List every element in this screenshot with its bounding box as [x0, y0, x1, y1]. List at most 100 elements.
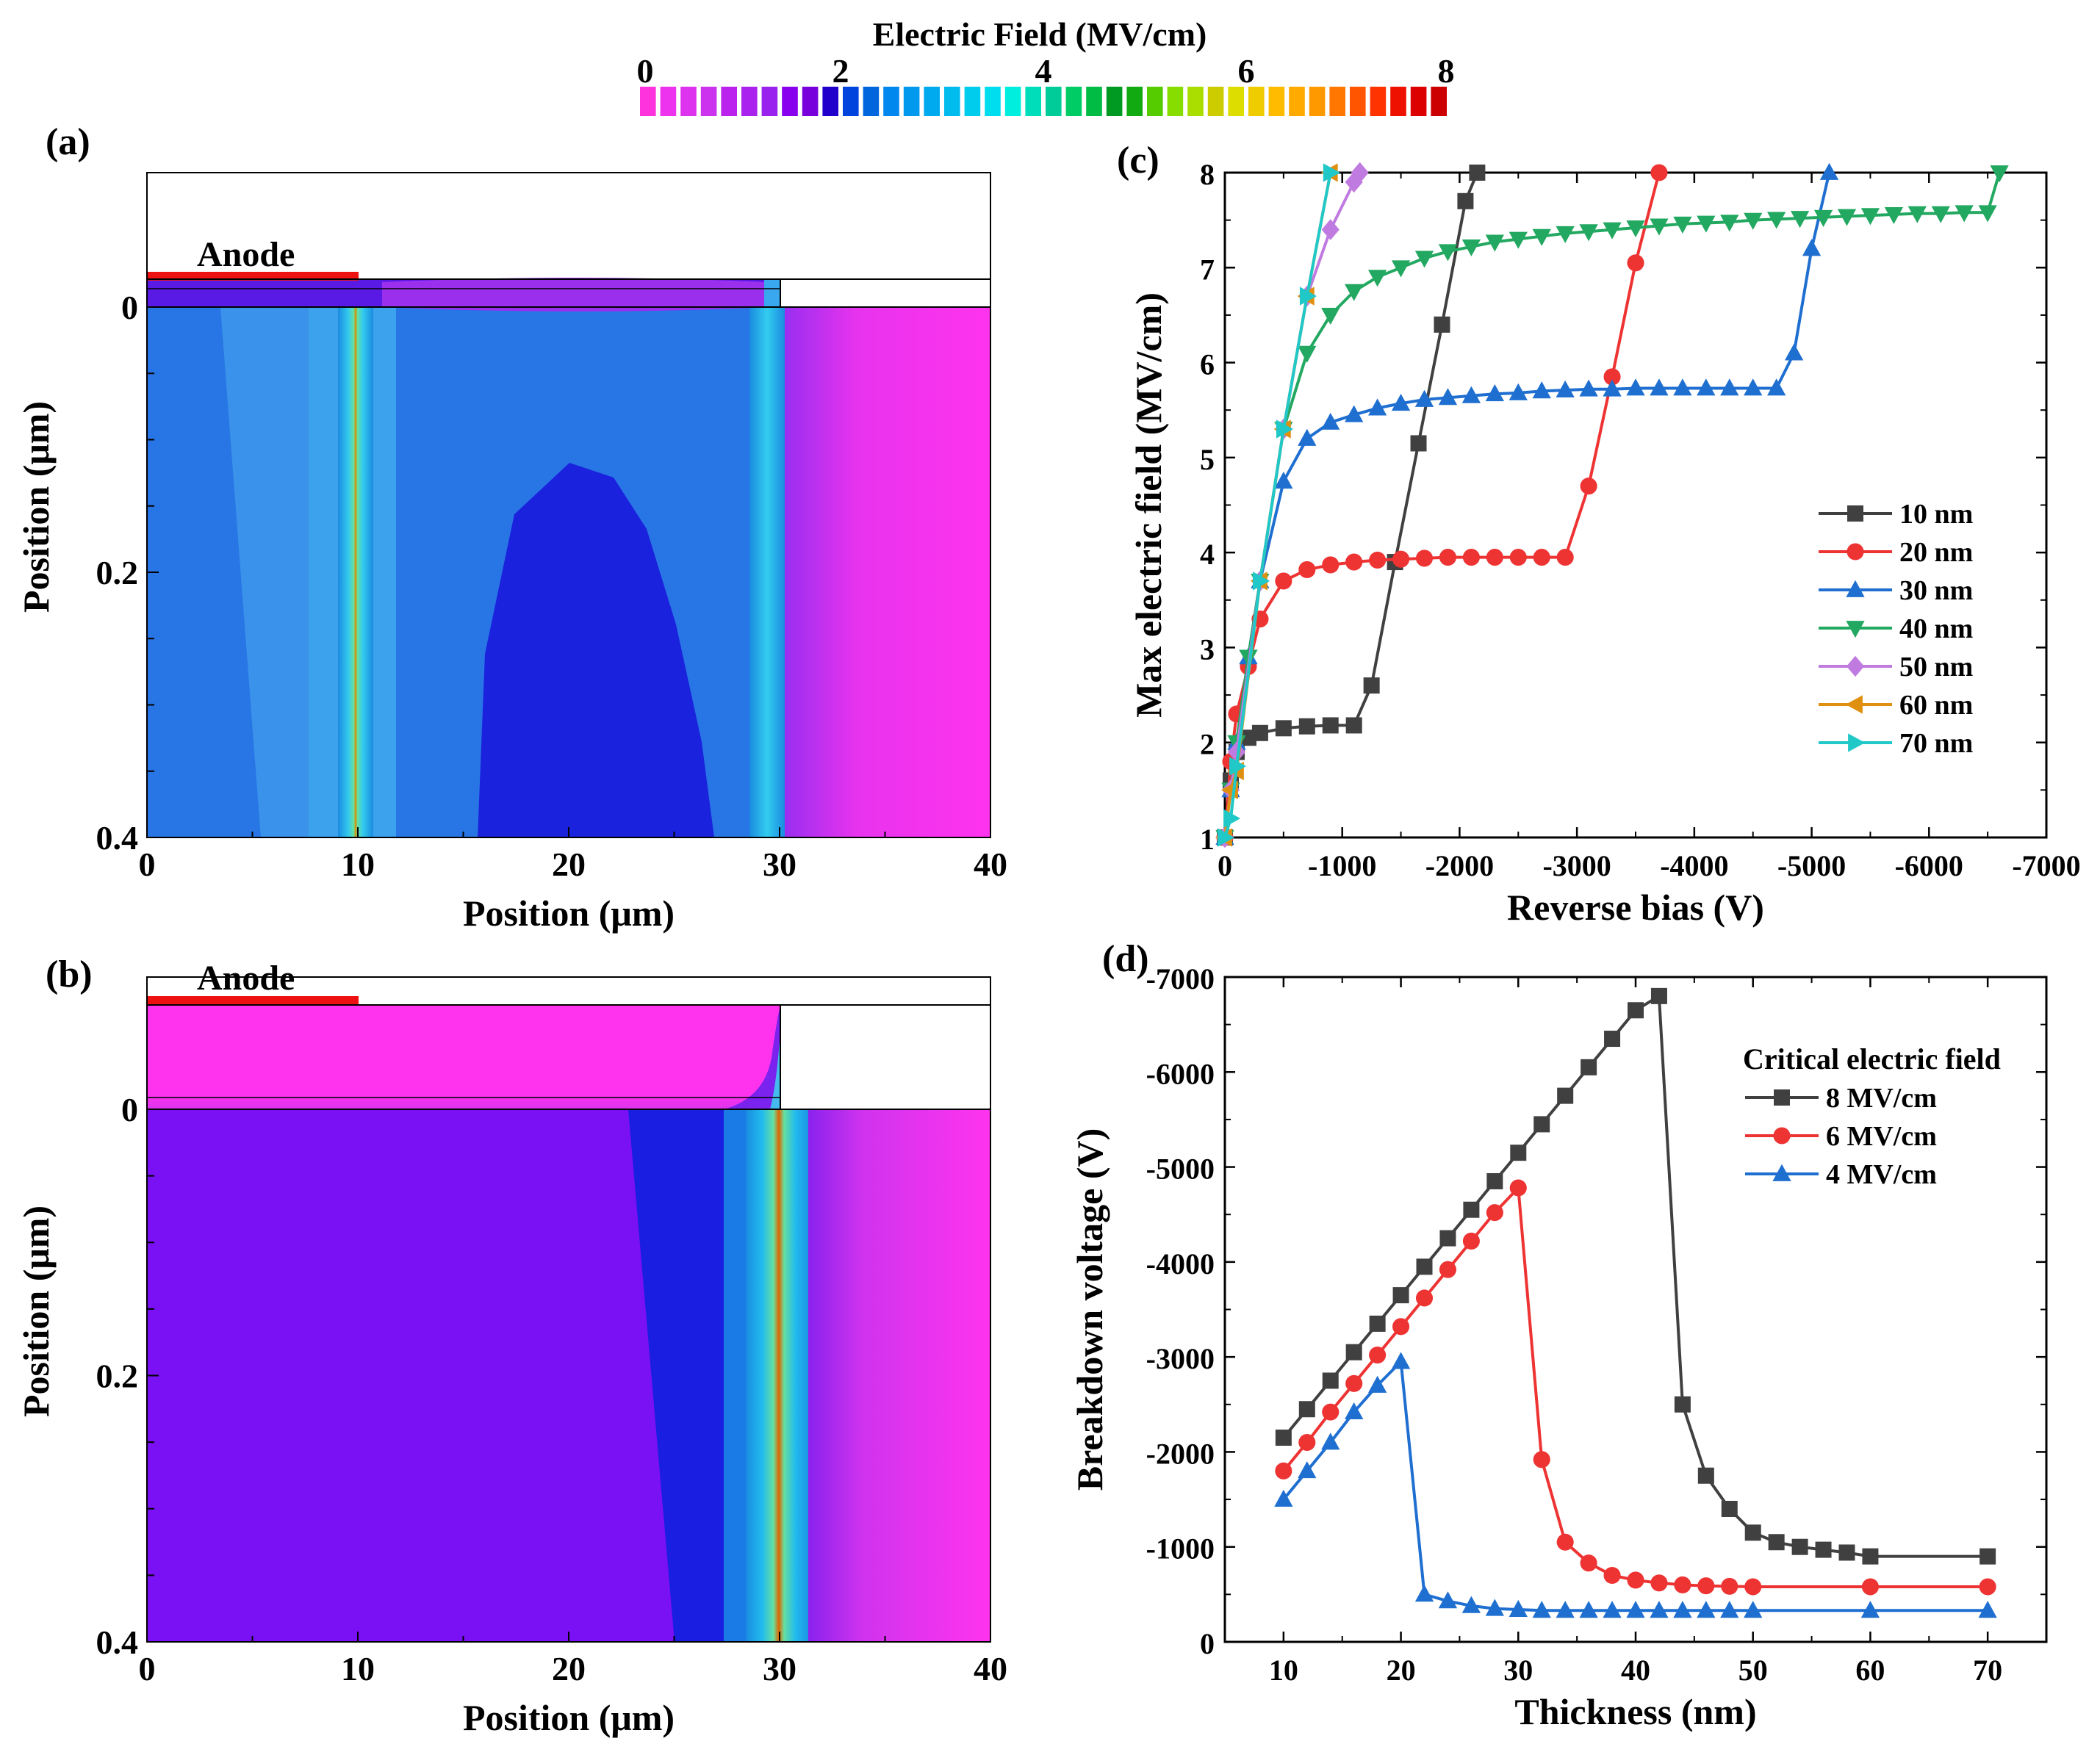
- data-point: [1721, 1501, 1738, 1517]
- data-point: [1533, 549, 1550, 566]
- data-point: [1862, 1548, 1879, 1565]
- data-point: [1392, 550, 1410, 568]
- y-tick-label: 0.4: [96, 1624, 139, 1661]
- data-point: [1367, 1375, 1387, 1393]
- y-tick-label: 0.2: [96, 554, 139, 591]
- legend-label: 70 nm: [1899, 728, 1973, 759]
- legend-item: 70 nm: [1819, 728, 1973, 759]
- data-point: [1978, 205, 1997, 223]
- data-point: [1838, 1544, 1855, 1561]
- data-point: [1351, 162, 1369, 184]
- y-tick-label: 6: [1200, 348, 1215, 381]
- data-point: [1486, 1172, 1503, 1189]
- data-point: [1509, 1599, 1528, 1617]
- data-point: [1791, 1538, 1808, 1555]
- legend-marker: [1847, 505, 1863, 522]
- legend-item: 40 nm: [1819, 613, 1973, 644]
- data-point: [1369, 1347, 1387, 1364]
- data-point: [1907, 206, 1927, 223]
- data-point: [1438, 388, 1458, 406]
- panel-a-xlabel: Position (μm): [463, 893, 675, 934]
- data-point: [1274, 471, 1293, 489]
- legend-item: 60 nm: [1819, 690, 1973, 721]
- colorbar-swatch: [1126, 87, 1143, 116]
- data-point: [1556, 1601, 1575, 1618]
- data-point: [1298, 428, 1317, 446]
- data-point: [1819, 162, 1839, 180]
- data-point: [1321, 412, 1340, 430]
- data-point: [1434, 316, 1450, 333]
- data-point: [1275, 720, 1292, 737]
- data-point: [1603, 1601, 1622, 1618]
- x-tick-label: 10: [341, 846, 375, 883]
- panel-a: (a) Anode 0 10 20 30 40 0 0.2 0.4 Position (μm): [15, 121, 1007, 934]
- legend-item: 8 MV/cm: [1745, 1083, 1937, 1114]
- panel-b-ylabel: Position (μm): [15, 1206, 57, 1417]
- data-point: [1462, 1232, 1480, 1250]
- data-point: [1627, 1571, 1644, 1589]
- data-point: [1784, 343, 1804, 361]
- legend-label: 20 nm: [1899, 537, 1973, 568]
- legend-marker: [1772, 1164, 1791, 1181]
- data-point: [1650, 164, 1668, 181]
- data-point: [1533, 1116, 1550, 1133]
- data-point: [1414, 251, 1434, 268]
- data-point: [1603, 222, 1622, 239]
- data-point: [1345, 1374, 1363, 1392]
- plot-frame: [1223, 976, 2048, 1643]
- data-point: [1462, 549, 1480, 566]
- data-point: [1323, 163, 1340, 182]
- y-tick-label: -4000: [1146, 1247, 1215, 1280]
- data-point: [1744, 1578, 1762, 1596]
- series-8-mv-cm: [1275, 987, 1996, 1565]
- x-tick-label: 10: [341, 1650, 375, 1687]
- y-tick-label: 1: [1200, 823, 1215, 856]
- data-point: [1813, 209, 1833, 227]
- panel-d: (d) 10 20 30 40 50 60 70 0 -1000 -2000 -3000 -4000 -…: [1069, 938, 2048, 1732]
- data-point: [1604, 1031, 1621, 1048]
- colorbar-tick-label: 2: [833, 52, 849, 90]
- data-point: [1861, 1578, 1879, 1596]
- data-point: [1223, 809, 1241, 828]
- x-tick-label: 0: [139, 846, 156, 883]
- colorbar-swatch: [782, 87, 798, 116]
- data-point: [1439, 1230, 1456, 1247]
- data-point: [1439, 1261, 1457, 1278]
- legend-marker: [1846, 655, 1865, 677]
- panel-d-chart: 10 20 30 40 50 60 70 0 -1000 -2000 -3000 -4000 -5000…: [1069, 962, 2048, 1732]
- colorbar-swatch: [1309, 87, 1326, 116]
- data-point: [1557, 1087, 1574, 1104]
- y-axis-label: Breakdown voltage (V): [1069, 1128, 1110, 1491]
- data-point: [1697, 378, 1716, 396]
- colorbar-swatch: [1289, 87, 1305, 116]
- data-point: [1410, 435, 1427, 452]
- data-point: [1322, 717, 1339, 734]
- data-point: [1363, 677, 1380, 694]
- data-point: [1744, 1601, 1763, 1618]
- series-4-mv-cm: [1274, 1352, 1997, 1618]
- colorbar-swatch: [761, 87, 778, 116]
- data-point: [1532, 381, 1551, 399]
- data-point: [1510, 1145, 1527, 1161]
- data-point: [1227, 741, 1246, 763]
- colorbar-swatch: [721, 87, 737, 116]
- data-point: [1767, 212, 1786, 229]
- colorbar-tick-label: 6: [1238, 52, 1255, 90]
- colorbar-swatch: [1025, 87, 1041, 116]
- data-point: [1837, 209, 1857, 226]
- x-tick-label: 50: [1738, 1654, 1768, 1687]
- data-point: [1486, 549, 1503, 566]
- data-point: [1298, 1401, 1315, 1418]
- y-axis-label: Max electric field (MV/cm): [1128, 292, 1169, 718]
- x-tick-label: -6000: [1895, 849, 1963, 882]
- plot-area: [1215, 162, 2009, 848]
- data-point: [1603, 1566, 1621, 1585]
- data-point: [1414, 1585, 1434, 1602]
- colorbar-swatch: [1167, 87, 1184, 116]
- data-point: [1298, 345, 1317, 363]
- data-point: [1744, 212, 1763, 230]
- data-point: [1815, 1541, 1832, 1558]
- colorbar-swatch: [863, 87, 880, 116]
- colorbar-tick-label: 0: [637, 52, 654, 90]
- panel-a-field-map: [147, 272, 990, 837]
